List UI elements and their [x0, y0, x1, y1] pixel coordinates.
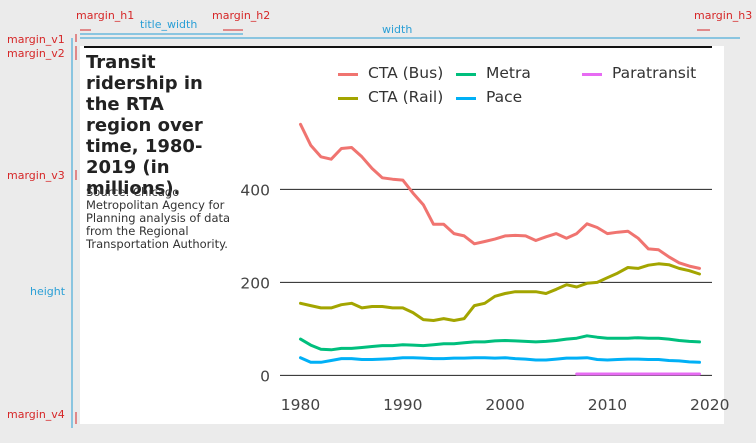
y-tick-label-400: 400 — [240, 181, 270, 199]
chart-title: Transit ridership in the RTA region over… — [86, 52, 203, 199]
legend-label-cta-bus: CTA (Bus) — [368, 64, 444, 82]
series-line-cta-bus — [299, 122, 701, 270]
x-tick-label-1990: 1990 — [383, 396, 422, 414]
margin-v4-annotation: margin_v4 — [7, 408, 65, 421]
legend-label-metra: Metra — [486, 64, 531, 82]
x-tick-label-2010: 2010 — [588, 396, 627, 414]
legend-swatch-paratransit — [582, 73, 602, 76]
series-line-pace — [299, 356, 701, 364]
margin-v2-annotation: margin_v2 — [7, 47, 65, 60]
legend-swatch-metra — [456, 73, 476, 76]
margin-v3-annotation: margin_v3 — [7, 169, 65, 182]
x-tick-label-1980: 1980 — [281, 396, 320, 414]
legend-label-cta-rail: CTA (Rail) — [368, 88, 444, 106]
legend-label-paratransit: Paratransit — [612, 64, 697, 82]
height-annotation: height — [30, 285, 66, 298]
margin-h3-annotation: margin_h3 — [694, 9, 753, 22]
margin-v1-annotation: margin_v1 — [7, 33, 65, 46]
series-line-cta-rail — [299, 262, 701, 322]
legend-swatch-pace — [456, 97, 476, 100]
y-tick-label-0: 0 — [260, 367, 270, 385]
title-rule — [84, 46, 712, 48]
legend-swatch-cta-rail — [338, 97, 358, 100]
x-tick-label-2000: 2000 — [485, 396, 524, 414]
x-tick-label-2020: 2020 — [690, 396, 729, 414]
legend-swatch-cta-bus — [338, 73, 358, 76]
series-line-metra — [299, 334, 701, 352]
chart-source: Source: Chicago Metropolitan Agency for … — [86, 185, 231, 251]
width-annotation: width — [382, 23, 413, 36]
y-tick-label-200: 200 — [240, 274, 270, 292]
legend-label-pace: Pace — [486, 88, 523, 106]
margin-h1-annotation: margin_h1 — [76, 9, 135, 22]
title-width-annotation: title_width — [140, 18, 198, 31]
margin-h2-annotation: margin_h2 — [212, 9, 271, 22]
